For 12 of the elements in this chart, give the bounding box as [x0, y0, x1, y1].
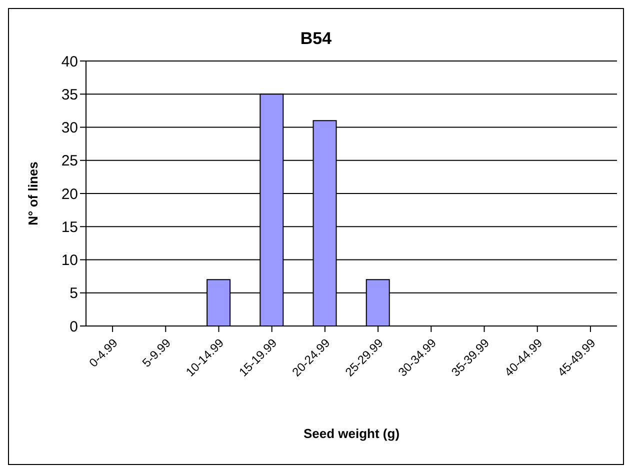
y-tick-label: 15 [61, 218, 78, 236]
y-tick-label: 20 [61, 186, 78, 203]
y-tick-label: 10 [61, 252, 78, 270]
y-tick-label: 35 [61, 86, 78, 104]
y-axis-title: N° of lines [26, 162, 41, 226]
x-axis-title: Seed weight (g) [303, 426, 400, 441]
y-tick-label: 25 [61, 152, 78, 170]
y-tick-label: 5 [70, 285, 78, 302]
chart-title: B54 [299, 29, 333, 49]
y-tick-label: 30 [61, 120, 78, 137]
y-tick-label: 40 [61, 53, 78, 70]
y-tick-label: 0 [70, 318, 78, 336]
